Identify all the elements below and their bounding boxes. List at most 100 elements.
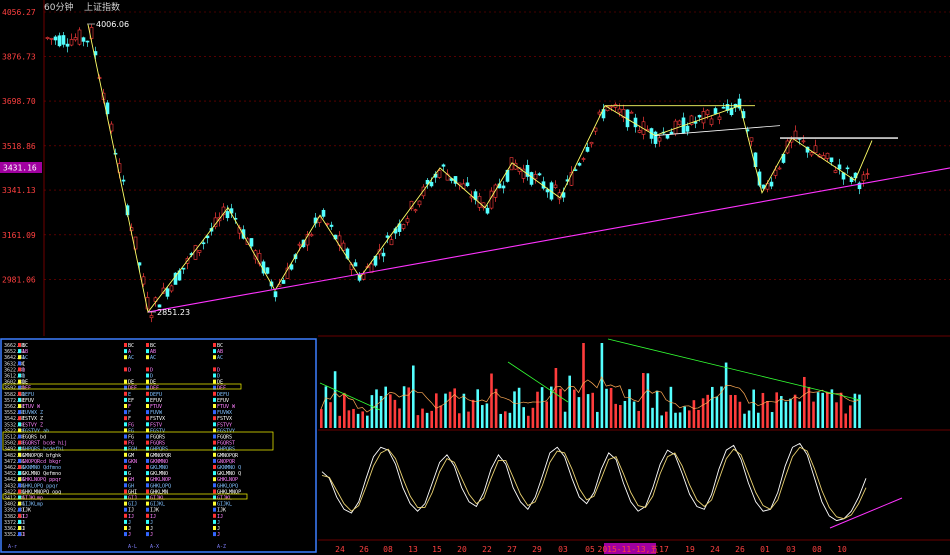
volume-bar: [407, 387, 410, 428]
profile-letters: FSTVX: [150, 416, 165, 422]
profile-letters: F: [128, 404, 131, 410]
profile-price: 3462.81: [4, 465, 25, 471]
profile-letters: IJ: [150, 514, 156, 520]
candle-body: [421, 186, 426, 197]
profile-box-2: [2, 431, 274, 451]
volume-bar: [697, 409, 700, 428]
profile-letters: GHKLMNOPQ opq: [22, 489, 61, 495]
volume-bar: [678, 412, 682, 428]
volume-bar: [807, 386, 811, 428]
profile-marker: [124, 507, 127, 512]
profile-footer-label: A-L: [128, 544, 137, 550]
volume-bar: [393, 399, 397, 428]
profile-letters: IJ: [22, 514, 28, 520]
volume-bar: [370, 395, 374, 428]
profile-marker: [146, 507, 149, 512]
profile-marker: [213, 477, 216, 482]
profile-marker: [18, 440, 21, 445]
candle-body: [529, 172, 534, 185]
candle-body: [569, 172, 574, 186]
volume-bar: [609, 387, 613, 428]
candle-body: [729, 107, 734, 116]
volume-bar: [320, 409, 323, 428]
profile-letters: D: [22, 374, 25, 380]
profile-marker: [146, 513, 149, 518]
candle-body: [701, 111, 706, 124]
profile-marker: [124, 513, 127, 518]
zigzag-overlay: [87, 24, 873, 314]
candle-body: [169, 285, 174, 292]
profile-letters: GH: [128, 477, 134, 483]
volume-bar: [665, 411, 668, 428]
volume-bar: [324, 386, 328, 428]
volume-bar: [416, 415, 420, 428]
profile-letters: J: [128, 526, 131, 532]
profile-letters: GHKLNOP: [150, 477, 171, 483]
candle-body: [653, 131, 658, 144]
volume-bar: [338, 415, 341, 428]
profile-letters: J: [150, 520, 153, 526]
profile-letters: GIJKLmp: [22, 502, 43, 508]
profile-price: 3582.81: [4, 392, 25, 398]
profile-letters: FGQRS: [217, 435, 232, 441]
market-profile-panel[interactable]: [0, 338, 317, 553]
profile-box-3: [2, 493, 248, 500]
x-tick-label: 10: [837, 545, 847, 554]
profile-letters: D: [150, 367, 153, 373]
profile-marker: [18, 489, 21, 494]
profile-marker: [146, 483, 149, 488]
profile-price: 3572.81: [4, 398, 25, 404]
candle-body: [61, 35, 66, 45]
profile-marker: [18, 361, 21, 366]
volume-bar: [706, 394, 709, 428]
profile-marker: [213, 391, 216, 396]
profile-letters: FTUV: [150, 404, 162, 410]
volume-bar: [563, 411, 567, 428]
candle-body: [273, 291, 278, 298]
profile-price: 3442.81: [4, 477, 25, 483]
candle-body: [109, 123, 114, 132]
x-tick-label: 20: [457, 545, 467, 554]
profile-marker: [146, 428, 149, 433]
volume-bar: [444, 393, 447, 428]
profile-letters: IJK: [22, 508, 31, 514]
profile-letters: AC: [150, 355, 156, 361]
profile-marker: [146, 526, 149, 530]
profile-marker: [146, 471, 149, 476]
volume-bar: [780, 396, 783, 428]
support-trendline: [147, 167, 950, 313]
profile-marker: [146, 404, 149, 408]
profile-marker: [18, 349, 21, 354]
volume-bar: [770, 412, 774, 428]
volume-bar: [821, 392, 824, 428]
volume-bar: [471, 399, 475, 428]
profile-letters: FSTVX: [217, 416, 232, 422]
volume-bar: [504, 411, 507, 428]
volume-bar: [531, 407, 535, 428]
volume-bar: [554, 368, 558, 428]
candle-body: [81, 37, 86, 42]
volume-bar: [766, 401, 769, 428]
candle-body: [685, 125, 690, 132]
profile-letters: GHI: [128, 489, 137, 495]
profile-letters: GKLMNO Qefmno: [22, 471, 61, 477]
volume-bar: [642, 373, 645, 428]
profile-letters: DE: [22, 380, 28, 386]
x-axis: 24 26 08 13 15 20 22 27 29 03 05 2015-11-13,五 17 19 24…: [335, 543, 847, 554]
x-tick-label: 24: [335, 545, 345, 554]
candle-body: [585, 147, 590, 152]
candle-body: [329, 224, 334, 227]
candle-body: [633, 117, 638, 128]
oscillator-trendline: [829, 497, 903, 529]
profile-marker: [213, 428, 216, 433]
profile-letters: GKNMNO: [150, 459, 168, 465]
volume-bar: [536, 391, 539, 428]
volume-bar: [761, 392, 765, 428]
candle-body: [861, 174, 866, 182]
profile-marker: [18, 404, 21, 408]
profile-marker: [124, 532, 127, 537]
profile-marker: [146, 519, 149, 524]
profile-marker: [146, 391, 149, 396]
x-tick-label: 03: [558, 545, 568, 554]
